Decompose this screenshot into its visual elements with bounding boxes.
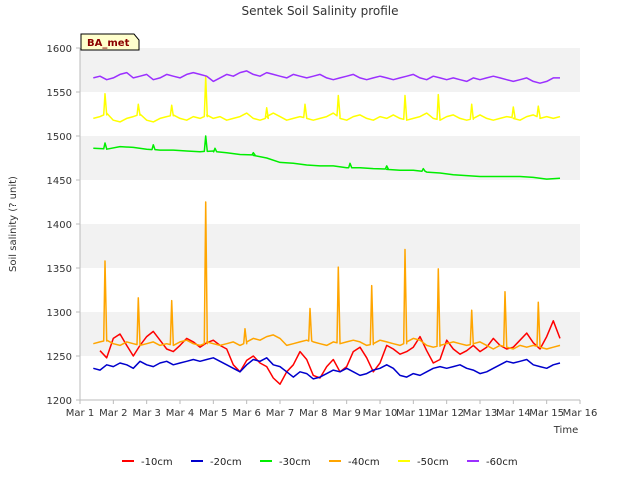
site-badge-text: BA_met xyxy=(87,38,130,49)
x-tick-label: Mar 5 xyxy=(199,408,227,419)
legend-label: -60cm xyxy=(486,457,518,468)
legend-label: -20cm xyxy=(210,457,242,468)
y-tick-label: 1200 xyxy=(47,396,72,407)
series-line-minus-20cm xyxy=(93,357,561,380)
grid-band xyxy=(80,136,580,180)
y-tick-label: 1300 xyxy=(47,308,72,319)
grid-band xyxy=(80,312,580,356)
x-tick-label: Mar 3 xyxy=(132,408,160,419)
grid-bands xyxy=(80,48,580,400)
x-tick-label: Mar 4 xyxy=(166,408,194,419)
series-line-minus-30cm xyxy=(93,135,561,180)
x-tick-label: Mar 12 xyxy=(429,408,464,419)
y-axis-label: Soil salinity (? unit) xyxy=(8,176,19,272)
x-tick-label: Mar 2 xyxy=(99,408,127,419)
legend-label: -10cm xyxy=(141,457,173,468)
series-line-minus-40cm xyxy=(93,201,561,350)
grid-band xyxy=(80,268,580,312)
x-tick-label: Mar 7 xyxy=(266,408,294,419)
site-badge-shape xyxy=(80,33,140,51)
legend: -10cm -20cm -30cm -40cm -50cm -60cm xyxy=(122,457,518,468)
site-badge: BA_met xyxy=(80,33,140,51)
y-tick-label: 1550 xyxy=(47,88,72,99)
grid-band xyxy=(80,48,580,92)
y-tick-label: 1600 xyxy=(47,44,72,55)
x-tick-label: Mar 16 xyxy=(563,408,598,419)
x-tick-label: Mar 13 xyxy=(463,408,498,419)
plot-lines xyxy=(93,70,561,385)
legend-label: -30cm xyxy=(279,457,311,468)
x-tick-label: Mar 6 xyxy=(232,408,260,419)
series-line-minus-50cm xyxy=(93,76,561,123)
x-tick-label: Mar 1 xyxy=(66,408,94,419)
y-tick-label: 1250 xyxy=(47,352,72,363)
x-tick-label: Mar 9 xyxy=(332,408,360,419)
x-tick-label: Mar 8 xyxy=(299,408,327,419)
x-tick-label: Mar 15 xyxy=(529,408,564,419)
y-tick-label: 1400 xyxy=(47,220,72,231)
x-tick-label: Mar 14 xyxy=(496,408,531,419)
legend-label: -50cm xyxy=(417,457,449,468)
y-tick-label: 1350 xyxy=(47,264,72,275)
chart-title: Sentek Soil Salinity profile xyxy=(241,4,398,18)
y-tick-label: 1450 xyxy=(47,176,72,187)
grid-band xyxy=(80,180,580,224)
grid-band xyxy=(80,92,580,136)
series-line-minus-60cm xyxy=(93,70,560,84)
x-axis-label: Time xyxy=(553,425,578,436)
y-ticks: 1200 1250 1300 1350 1400 1450 1500 1550 1600 xyxy=(47,44,80,407)
grid-band xyxy=(80,224,580,268)
x-tick-label: Mar 11 xyxy=(396,408,431,419)
series-line-minus-10cm xyxy=(99,320,561,385)
x-ticks: Mar 1 Mar 2 Mar 3 Mar 4 Mar 5 Mar 6 Mar 7 Mar 8… xyxy=(66,400,598,419)
legend-label: -40cm xyxy=(348,457,380,468)
y-tick-label: 1500 xyxy=(47,132,72,143)
x-tick-label: Mar 10 xyxy=(363,408,398,419)
